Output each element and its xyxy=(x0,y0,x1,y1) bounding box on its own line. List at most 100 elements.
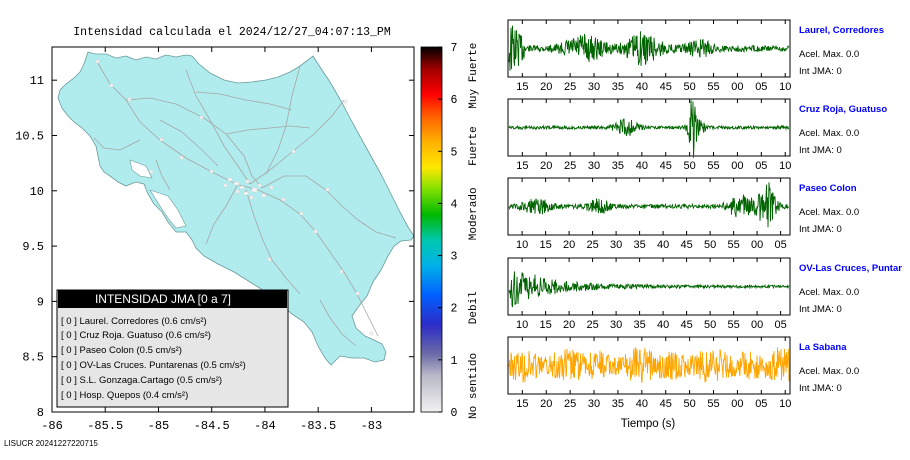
waveform-tick-label: 45 xyxy=(680,319,692,331)
waveform-tick-label: 00 xyxy=(751,239,763,251)
waveform-tick-label: 10 xyxy=(516,319,528,331)
x-tick-label: -85.5 xyxy=(87,419,123,433)
station-name: La Sabana xyxy=(799,342,847,353)
waveform-tick-label: 35 xyxy=(633,239,645,251)
legend-item: [ 0 ] Paseo Colon (0.5 cm/s²) xyxy=(61,345,182,356)
x-tick-label: -84.5 xyxy=(194,419,230,433)
y-tick-label: 10 xyxy=(30,185,44,199)
costa-rica-land xyxy=(57,51,415,366)
waveform-tick-label: 55 xyxy=(707,398,719,410)
waveform-tick-label: 05 xyxy=(755,398,767,410)
waveform-tick-label: 40 xyxy=(657,319,669,331)
waveform-tick-label: 00 xyxy=(731,160,743,172)
x-axis-label: Tiempo (s) xyxy=(621,418,676,430)
map-title: Intensidad calculada el 2024/12/27_04:07… xyxy=(73,26,391,39)
colorbar-tick-label: 2 xyxy=(451,303,458,316)
gulf-nicoya xyxy=(149,189,187,229)
waveform-tick-label: 55 xyxy=(727,239,739,251)
y-tick-label: 9 xyxy=(37,295,44,309)
waveform-trace xyxy=(508,271,790,308)
waveform-tick-label: 00 xyxy=(751,319,763,331)
station-name: Paseo Colon xyxy=(799,183,857,194)
legend-item: [ 0 ] S.L. Gonzaga.Cartago (0.5 cm/s²) xyxy=(61,375,222,386)
x-tick-label: -83.5 xyxy=(300,419,336,433)
colorbar-tick-label: 7 xyxy=(451,42,458,55)
waveform-tick-label: 45 xyxy=(680,239,692,251)
waveform-tick-label: 55 xyxy=(727,319,739,331)
waveform-tick-label: 30 xyxy=(610,319,622,331)
waveform-tick-label: 35 xyxy=(612,160,624,172)
waveform-trace xyxy=(508,99,790,158)
station-int-jma: Int JMA: 0 xyxy=(799,383,842,394)
waveform-trace xyxy=(508,25,790,71)
waveform-tick-label: 55 xyxy=(707,160,719,172)
waveform-tick-label: 05 xyxy=(774,239,786,251)
waveform-tick-label: 10 xyxy=(779,81,791,93)
waveform-tick-label: 35 xyxy=(612,81,624,93)
waveform-tick-label: 45 xyxy=(660,160,672,172)
waveform-tick-label: 05 xyxy=(774,319,786,331)
coastal-inlet xyxy=(129,159,153,179)
station-int-jma: Int JMA: 0 xyxy=(799,224,842,235)
station-acel-max: Acel. Max. 0.0 xyxy=(799,287,859,298)
colorbar-tick-label: 1 xyxy=(451,355,458,368)
footer-id: LISUCR 20241227220715 xyxy=(4,439,98,448)
waveform-tick-label: 20 xyxy=(563,239,575,251)
colorbar: 0 1 2 3 4 5 6 7 No sentido Debil Moderado Fuerte Mu… xyxy=(420,42,480,420)
waveform-tick-label: 25 xyxy=(564,398,576,410)
station-name: Laurel, Corredores xyxy=(799,25,884,36)
waveform-panel: 10 15 20 25 30 35 40 45 50 55 00 05 OV-Las Cruces, P… xyxy=(507,257,902,331)
colorbar-tick-label: 4 xyxy=(451,198,458,211)
waveform-trace xyxy=(508,347,790,384)
waveform-tick-label: 15 xyxy=(516,160,528,172)
waveform-tick-label: 25 xyxy=(586,239,598,251)
waveform-panel: 15 20 25 30 35 40 45 50 55 00 05 10 La Sabana Acel. M… xyxy=(507,336,859,410)
waveform-tick-label: 10 xyxy=(516,239,528,251)
waveform-panel: 10 15 20 25 30 35 40 45 50 55 00 05 Paseo Colon Acel.… xyxy=(507,177,859,251)
y-tick-label: 8 xyxy=(37,406,44,420)
map-frame xyxy=(51,46,415,413)
y-tick-label: 10.5 xyxy=(15,129,44,143)
waveform-tick-label: 50 xyxy=(704,319,716,331)
roads xyxy=(93,59,397,347)
legend-item: [ 0 ] OV-Las Cruces. Puntarenas (0.5 cm/… xyxy=(61,360,246,371)
map-axis-ticks: -86 -85.5 -85 -84.5 -84 -83.5 -83 8 8.5 9 9.5 10 10.… xyxy=(15,47,414,433)
waveform-tick-label: 10 xyxy=(779,160,791,172)
waveform-tick-label: 40 xyxy=(636,81,648,93)
station-acel-max: Acel. Max. 0.0 xyxy=(799,207,859,218)
waveform-tick-label: 20 xyxy=(540,160,552,172)
waveform-tick-label: 25 xyxy=(564,160,576,172)
intensity-band-label: Muy Fuerte xyxy=(468,43,480,109)
waveform-tick-label: 15 xyxy=(539,319,551,331)
waveform-tick-label: 25 xyxy=(564,81,576,93)
waveform-tick-label: 00 xyxy=(731,81,743,93)
station-int-jma: Int JMA: 0 xyxy=(799,66,842,77)
waveform-tick-label: 15 xyxy=(516,398,528,410)
x-tick-label: -86 xyxy=(41,419,63,433)
waveform-tick-label: 55 xyxy=(707,81,719,93)
waveform-panel: 15 20 25 30 35 40 45 50 55 00 05 10 Cruz Roja, Guatu… xyxy=(507,98,887,172)
y-tick-label: 11 xyxy=(30,74,44,88)
x-tick-label: -83 xyxy=(361,419,383,433)
waveform-tick-label: 40 xyxy=(636,398,648,410)
x-tick-label: -84 xyxy=(254,419,276,433)
colorbar-tick-label: 6 xyxy=(451,94,458,107)
intensity-band-label: Debil xyxy=(468,291,480,324)
waveform-tick-label: 30 xyxy=(588,160,600,172)
station-int-jma: Int JMA: 0 xyxy=(799,145,842,156)
station-acel-max: Acel. Max. 0.0 xyxy=(799,128,859,139)
waveform-tick-label: 30 xyxy=(610,239,622,251)
x-tick-label: -85 xyxy=(148,419,170,433)
waveform-tick-label: 05 xyxy=(755,81,767,93)
waveform-tick-label: 15 xyxy=(516,81,528,93)
y-tick-label: 9.5 xyxy=(22,240,44,254)
map-panel: -86 -85.5 -85 -84.5 -84 -83.5 -83 8 8.5 9 9.5 10 10.… xyxy=(15,46,415,433)
waveform-tick-label: 05 xyxy=(755,160,767,172)
waveform-tick-label: 50 xyxy=(684,398,696,410)
colorbar-ticks: 0 1 2 3 4 5 6 7 xyxy=(438,42,458,420)
legend-item: [ 0 ] Laurel. Corredores (0.6 cm/s²) xyxy=(61,316,207,327)
waveform-panel: 15 20 25 30 35 40 45 50 55 00 05 10 Laurel, Corredor… xyxy=(507,19,884,93)
waveform-tick-label: 35 xyxy=(633,319,645,331)
legend-item: [ 0 ] Hosp. Quepos (0.4 cm/s²) xyxy=(61,390,188,401)
